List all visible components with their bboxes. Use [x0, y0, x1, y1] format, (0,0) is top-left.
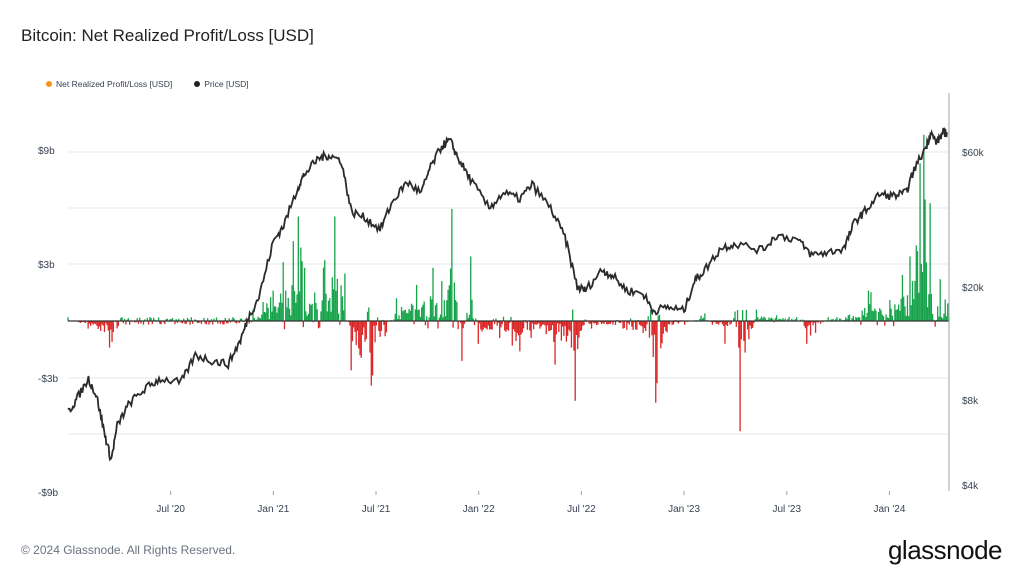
left-tick-label: $9b: [38, 146, 55, 157]
plot-area: [68, 93, 949, 491]
right-tick-label: $8k: [962, 396, 979, 407]
x-tick-label: Jan '21: [257, 504, 289, 515]
chart-legend: Net Realized Profit/Loss [USD] Price [US…: [46, 79, 249, 89]
price-line: [67, 127, 948, 462]
copyright-text: © 2024 Glassnode. All Rights Reserved.: [21, 543, 236, 557]
right-tick-label: $4k: [962, 481, 979, 492]
legend-label: Net Realized Profit/Loss [USD]: [56, 79, 173, 89]
x-axis-ticks: Jul '20 Jan '21 Jul '21 Jan '22 Jul '22 Jan '…: [156, 491, 906, 515]
right-axis-ticks: $60k $20k $8k $4k: [962, 148, 985, 492]
left-tick-label: -$9b: [38, 488, 58, 499]
x-tick-label: Jan '22: [463, 504, 495, 515]
left-axis-ticks: $9b $3b -$3b -$9b: [38, 146, 58, 499]
right-tick-label: $60k: [962, 148, 985, 159]
x-tick-label: Jul '22: [567, 504, 596, 515]
left-tick-label: $3b: [38, 260, 55, 271]
left-tick-label: -$3b: [38, 374, 58, 385]
x-tick-label: Jul '23: [772, 504, 801, 515]
glassnode-logo: glassnode: [887, 535, 1003, 565]
x-tick-label: Jul '20: [156, 504, 185, 515]
legend-item-net-realized[interactable]: Net Realized Profit/Loss [USD]: [46, 79, 172, 89]
legend-dot-icon: [46, 81, 52, 87]
x-tick-label: Jan '23: [668, 504, 700, 515]
legend-dot-icon: [194, 81, 201, 87]
legend-item-price[interactable]: Price [USD]: [194, 79, 249, 89]
chart-title: Bitcoin: Net Realized Profit/Loss [USD]: [21, 26, 314, 45]
right-tick-label: $20k: [962, 283, 985, 294]
legend-label: Price [USD]: [204, 79, 249, 89]
x-tick-label: Jul '21: [362, 504, 391, 515]
x-tick-label: Jan '24: [873, 504, 905, 515]
grid-lines: [68, 151, 949, 435]
